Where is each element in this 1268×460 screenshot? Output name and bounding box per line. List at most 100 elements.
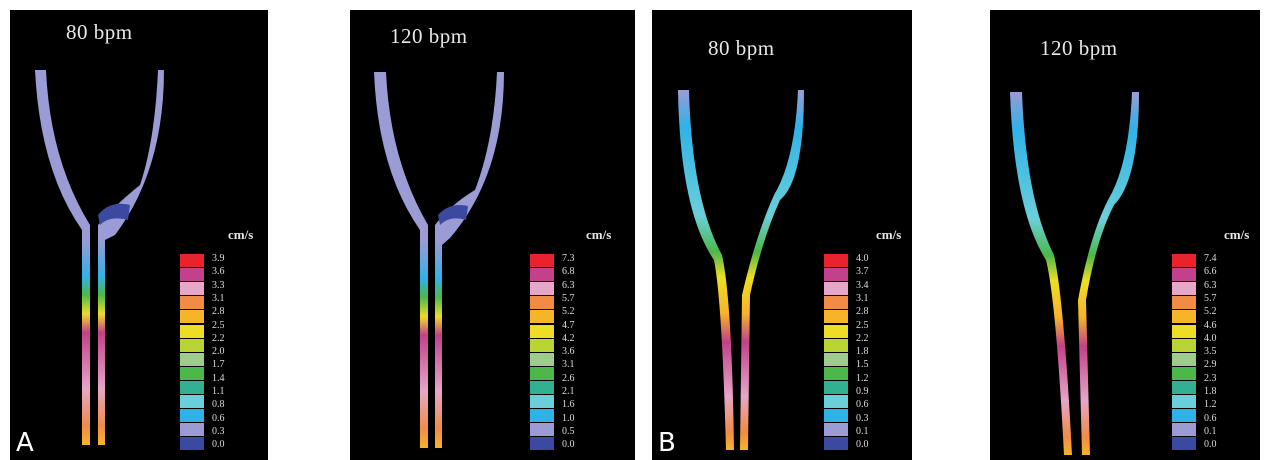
scale-swatch <box>1172 282 1196 296</box>
scale-tick-label: 0.6 <box>856 399 869 411</box>
scale-swatch <box>1172 324 1196 338</box>
scale-tick-label: 1.7 <box>212 359 225 371</box>
scale-tick-label: 1.0 <box>562 412 575 424</box>
scale-tick-label: 4.6 <box>1204 319 1217 331</box>
scale-tick-label: 0.0 <box>856 439 869 451</box>
scale-tick-label: 2.9 <box>1204 359 1217 371</box>
scale-tick-label: 1.4 <box>212 372 225 384</box>
scale-tick-label: 7.3 <box>562 253 575 264</box>
scale-swatch <box>824 310 848 324</box>
panel-a-120bpm: 120 bpm cm/s 7.3 6.8 6.3 5.7 5.2 4.7 4.2 3.6 3.1… <box>350 10 635 460</box>
scale-swatch <box>530 437 554 451</box>
heart-rate-label: 120 bpm <box>390 24 468 48</box>
scale-tick-label: 2.2 <box>856 332 869 344</box>
scale-tick-label: 3.1 <box>562 359 575 371</box>
scale-tick-label: 4.2 <box>562 332 575 344</box>
scale-tick-label: 1.5 <box>856 359 869 371</box>
scale-swatch <box>1172 380 1196 394</box>
scale-swatch <box>530 395 554 408</box>
scale-tick-label: 2.5 <box>212 319 225 331</box>
scale-swatch <box>180 296 204 310</box>
scale-tick-label: 4.0 <box>1204 332 1217 344</box>
scale-swatch <box>530 268 554 282</box>
scale-tick-label: 5.7 <box>1204 292 1217 304</box>
scale-tick-label: 2.1 <box>562 386 575 397</box>
scale-tick-label: 1.8 <box>856 346 869 358</box>
panel-b-120bpm: 120 bpm cm/s 7.4 6.6 6.3 5.7 5.2 4.6 4.0 3.5 2.9… <box>990 10 1260 460</box>
scale-tick-label: 0.0 <box>562 439 575 451</box>
scale-tick-label: 0.1 <box>856 425 869 437</box>
scale-swatch <box>180 310 204 324</box>
scale-swatch <box>180 268 204 282</box>
scale-swatch <box>824 282 848 296</box>
scale-swatch <box>824 352 848 366</box>
scale-swatch <box>1172 338 1196 352</box>
scale-swatch <box>180 423 204 437</box>
scale-tick-label: 0.0 <box>1204 439 1217 451</box>
heart-rate-label: 80 bpm <box>708 36 775 60</box>
scale-tick-label: 0.0 <box>212 439 225 451</box>
velocity-unit-label: cm/s <box>876 227 902 242</box>
scale-swatch <box>1172 254 1196 267</box>
scale-tick-label: 6.6 <box>1204 266 1217 278</box>
scale-tick-label: 3.4 <box>856 279 869 291</box>
scale-tick-label: 2.3 <box>1204 372 1217 384</box>
scale-swatch <box>530 324 554 338</box>
scale-tick-label: 0.8 <box>212 399 225 411</box>
scale-tick-label: 0.1 <box>1204 425 1217 437</box>
scale-swatch <box>530 254 554 267</box>
scale-tick-label: 5.2 <box>1204 306 1217 318</box>
scale-swatch <box>530 366 554 380</box>
scale-swatch <box>530 282 554 296</box>
scale-tick-label: 4.0 <box>856 253 869 264</box>
scale-tick-label: 6.8 <box>562 266 575 278</box>
scale-tick-label: 2.0 <box>212 346 225 358</box>
scale-swatch <box>824 395 848 408</box>
heart-rate-label: 120 bpm <box>1040 36 1118 60</box>
panel-b-80bpm: 80 bpm cm/s 4.0 3.7 3.4 3.1 2.8 2.5 2.2 1.8 1.5 1… <box>652 10 912 460</box>
scale-swatch <box>180 380 204 394</box>
scale-swatch <box>180 338 204 352</box>
scale-swatch <box>1172 423 1196 437</box>
scale-swatch <box>824 324 848 338</box>
scale-swatch <box>530 352 554 366</box>
scale-tick-label: 3.3 <box>212 279 225 291</box>
vessel-bifurcation-image <box>1010 92 1139 455</box>
scale-swatch <box>180 352 204 366</box>
scale-tick-label: 3.6 <box>562 346 575 358</box>
vessel-bifurcation-image <box>678 90 804 450</box>
scale-tick-label: 0.6 <box>1204 412 1217 424</box>
scale-swatch <box>1172 352 1196 366</box>
scale-tick-label: 2.8 <box>212 306 225 318</box>
scale-tick-label: 6.3 <box>1204 279 1217 291</box>
scale-tick-label: 7.4 <box>1204 253 1217 264</box>
scale-swatch <box>824 423 848 437</box>
scale-tick-label: 6.3 <box>562 279 575 291</box>
scale-tick-label: 2.2 <box>212 332 225 344</box>
panel-letter: A <box>16 428 34 458</box>
scale-swatch <box>824 338 848 352</box>
scale-tick-label: 2.5 <box>856 319 869 331</box>
scale-swatch <box>180 282 204 296</box>
scale-swatch <box>824 380 848 394</box>
scale-swatch <box>824 254 848 267</box>
scale-swatch <box>824 437 848 451</box>
scale-swatch <box>824 268 848 282</box>
scale-tick-label: 0.3 <box>212 425 225 437</box>
scale-tick-label: 3.5 <box>1204 346 1217 358</box>
scale-swatch <box>180 437 204 451</box>
scale-tick-label: 3.1 <box>856 292 869 304</box>
scale-tick-label: 3.6 <box>212 266 225 278</box>
scale-tick-label: 1.8 <box>1204 386 1217 397</box>
scale-swatch <box>1172 437 1196 451</box>
scale-tick-label: 2.6 <box>562 372 575 384</box>
scale-swatch <box>1172 366 1196 380</box>
scale-tick-label: 1.1 <box>212 386 225 397</box>
scale-swatch <box>824 366 848 380</box>
scale-swatch <box>530 296 554 310</box>
velocity-unit-label: cm/s <box>586 227 612 242</box>
scale-swatch <box>530 409 554 423</box>
scale-tick-label: 4.7 <box>562 319 575 331</box>
scale-tick-label: 2.8 <box>856 306 869 318</box>
scale-swatch <box>824 409 848 423</box>
